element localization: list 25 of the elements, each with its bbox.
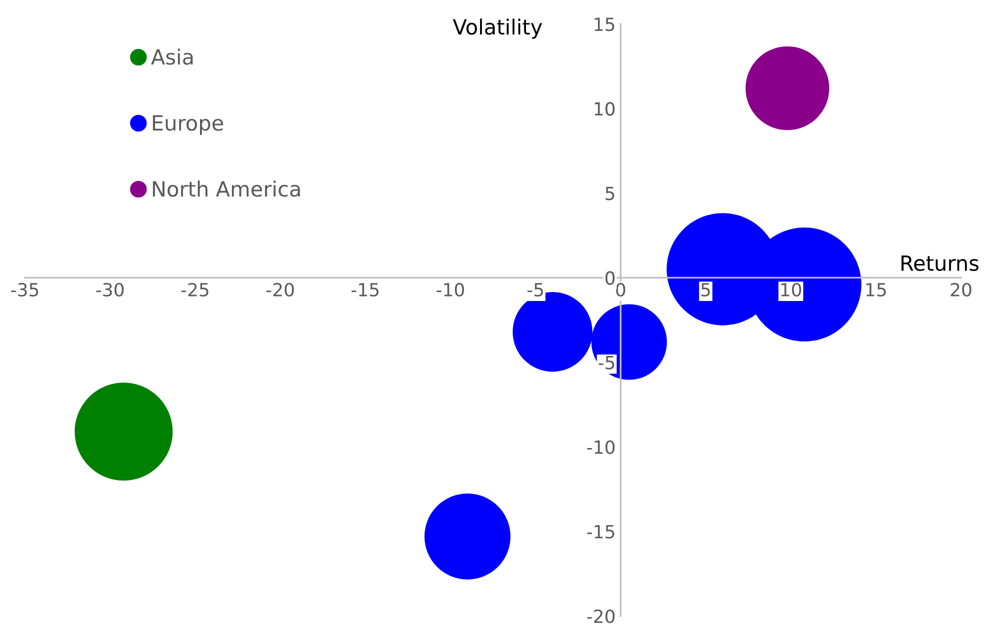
- x-tick-label: -15: [352, 283, 379, 297]
- y-tick-label: -10: [587, 440, 615, 454]
- y-tick-label: -20: [587, 609, 615, 624]
- x-axis-title: Returns: [902, 256, 978, 272]
- y-axis-title: Volatility: [452, 18, 542, 39]
- x-tick-label: -35: [11, 282, 38, 297]
- y-tick-label: -15: [587, 525, 614, 539]
- x-tick-label: -20: [266, 282, 294, 297]
- x-tick-label: 20: [950, 282, 972, 297]
- y-tick-label: 0: [605, 271, 615, 285]
- legend-label: Europe: [152, 115, 224, 135]
- y-tick-label: -5: [598, 356, 614, 370]
- x-tick-label: 5: [701, 283, 710, 297]
- x-tick-label: -30: [96, 282, 124, 297]
- x-tick-label: -10: [436, 282, 464, 297]
- x-tick-label: 0: [616, 282, 626, 297]
- x-tick-label: -25: [181, 282, 208, 297]
- y-tick-label: 15: [594, 18, 614, 32]
- y-tick-label: 5: [606, 186, 614, 200]
- legend-label: North America: [152, 180, 300, 197]
- x-tick-label: -5: [527, 283, 543, 297]
- y-tick-label: 10: [594, 102, 615, 116]
- x-tick-label: 10: [781, 282, 802, 297]
- x-tick-label: 15: [866, 283, 886, 297]
- legend-label: Asia: [151, 48, 193, 65]
